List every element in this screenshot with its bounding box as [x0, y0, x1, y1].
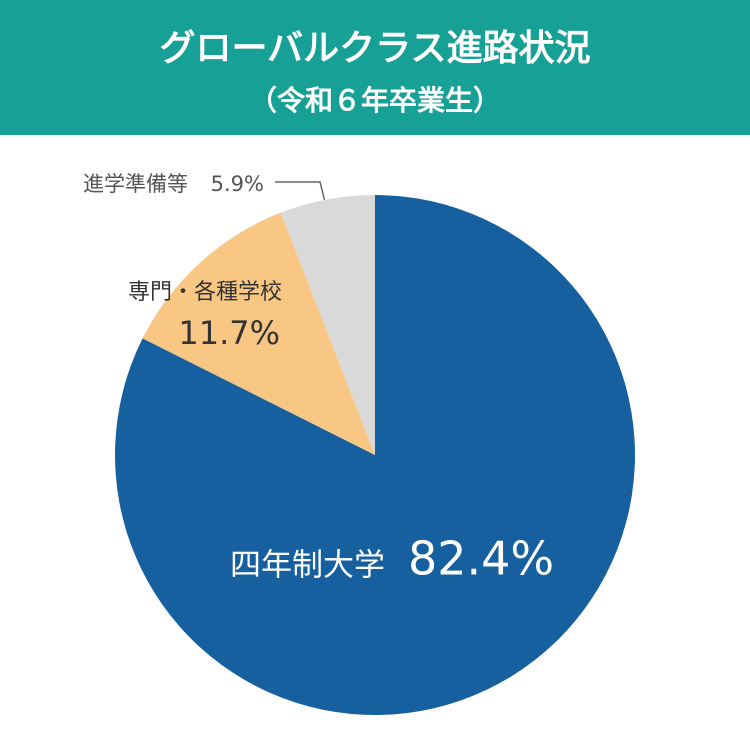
pie-slice — [280, 195, 375, 455]
pie-slice — [142, 212, 375, 455]
slice-value: 11.7% — [178, 314, 280, 352]
slice-value: 5.9% — [211, 172, 264, 196]
pie-slice — [115, 195, 636, 715]
slice-name: 専門・各種学校 — [128, 280, 282, 305]
header-band — [0, 0, 750, 135]
chart-title: グローバルクラス進路状況 — [160, 28, 591, 69]
slice-name: 四年制大学 — [230, 548, 385, 584]
chart-subtitle: （令和６年卒業生） — [249, 84, 501, 117]
slice-value: 82.4% — [408, 532, 554, 586]
slice-name: 進学準備等 — [83, 172, 188, 196]
